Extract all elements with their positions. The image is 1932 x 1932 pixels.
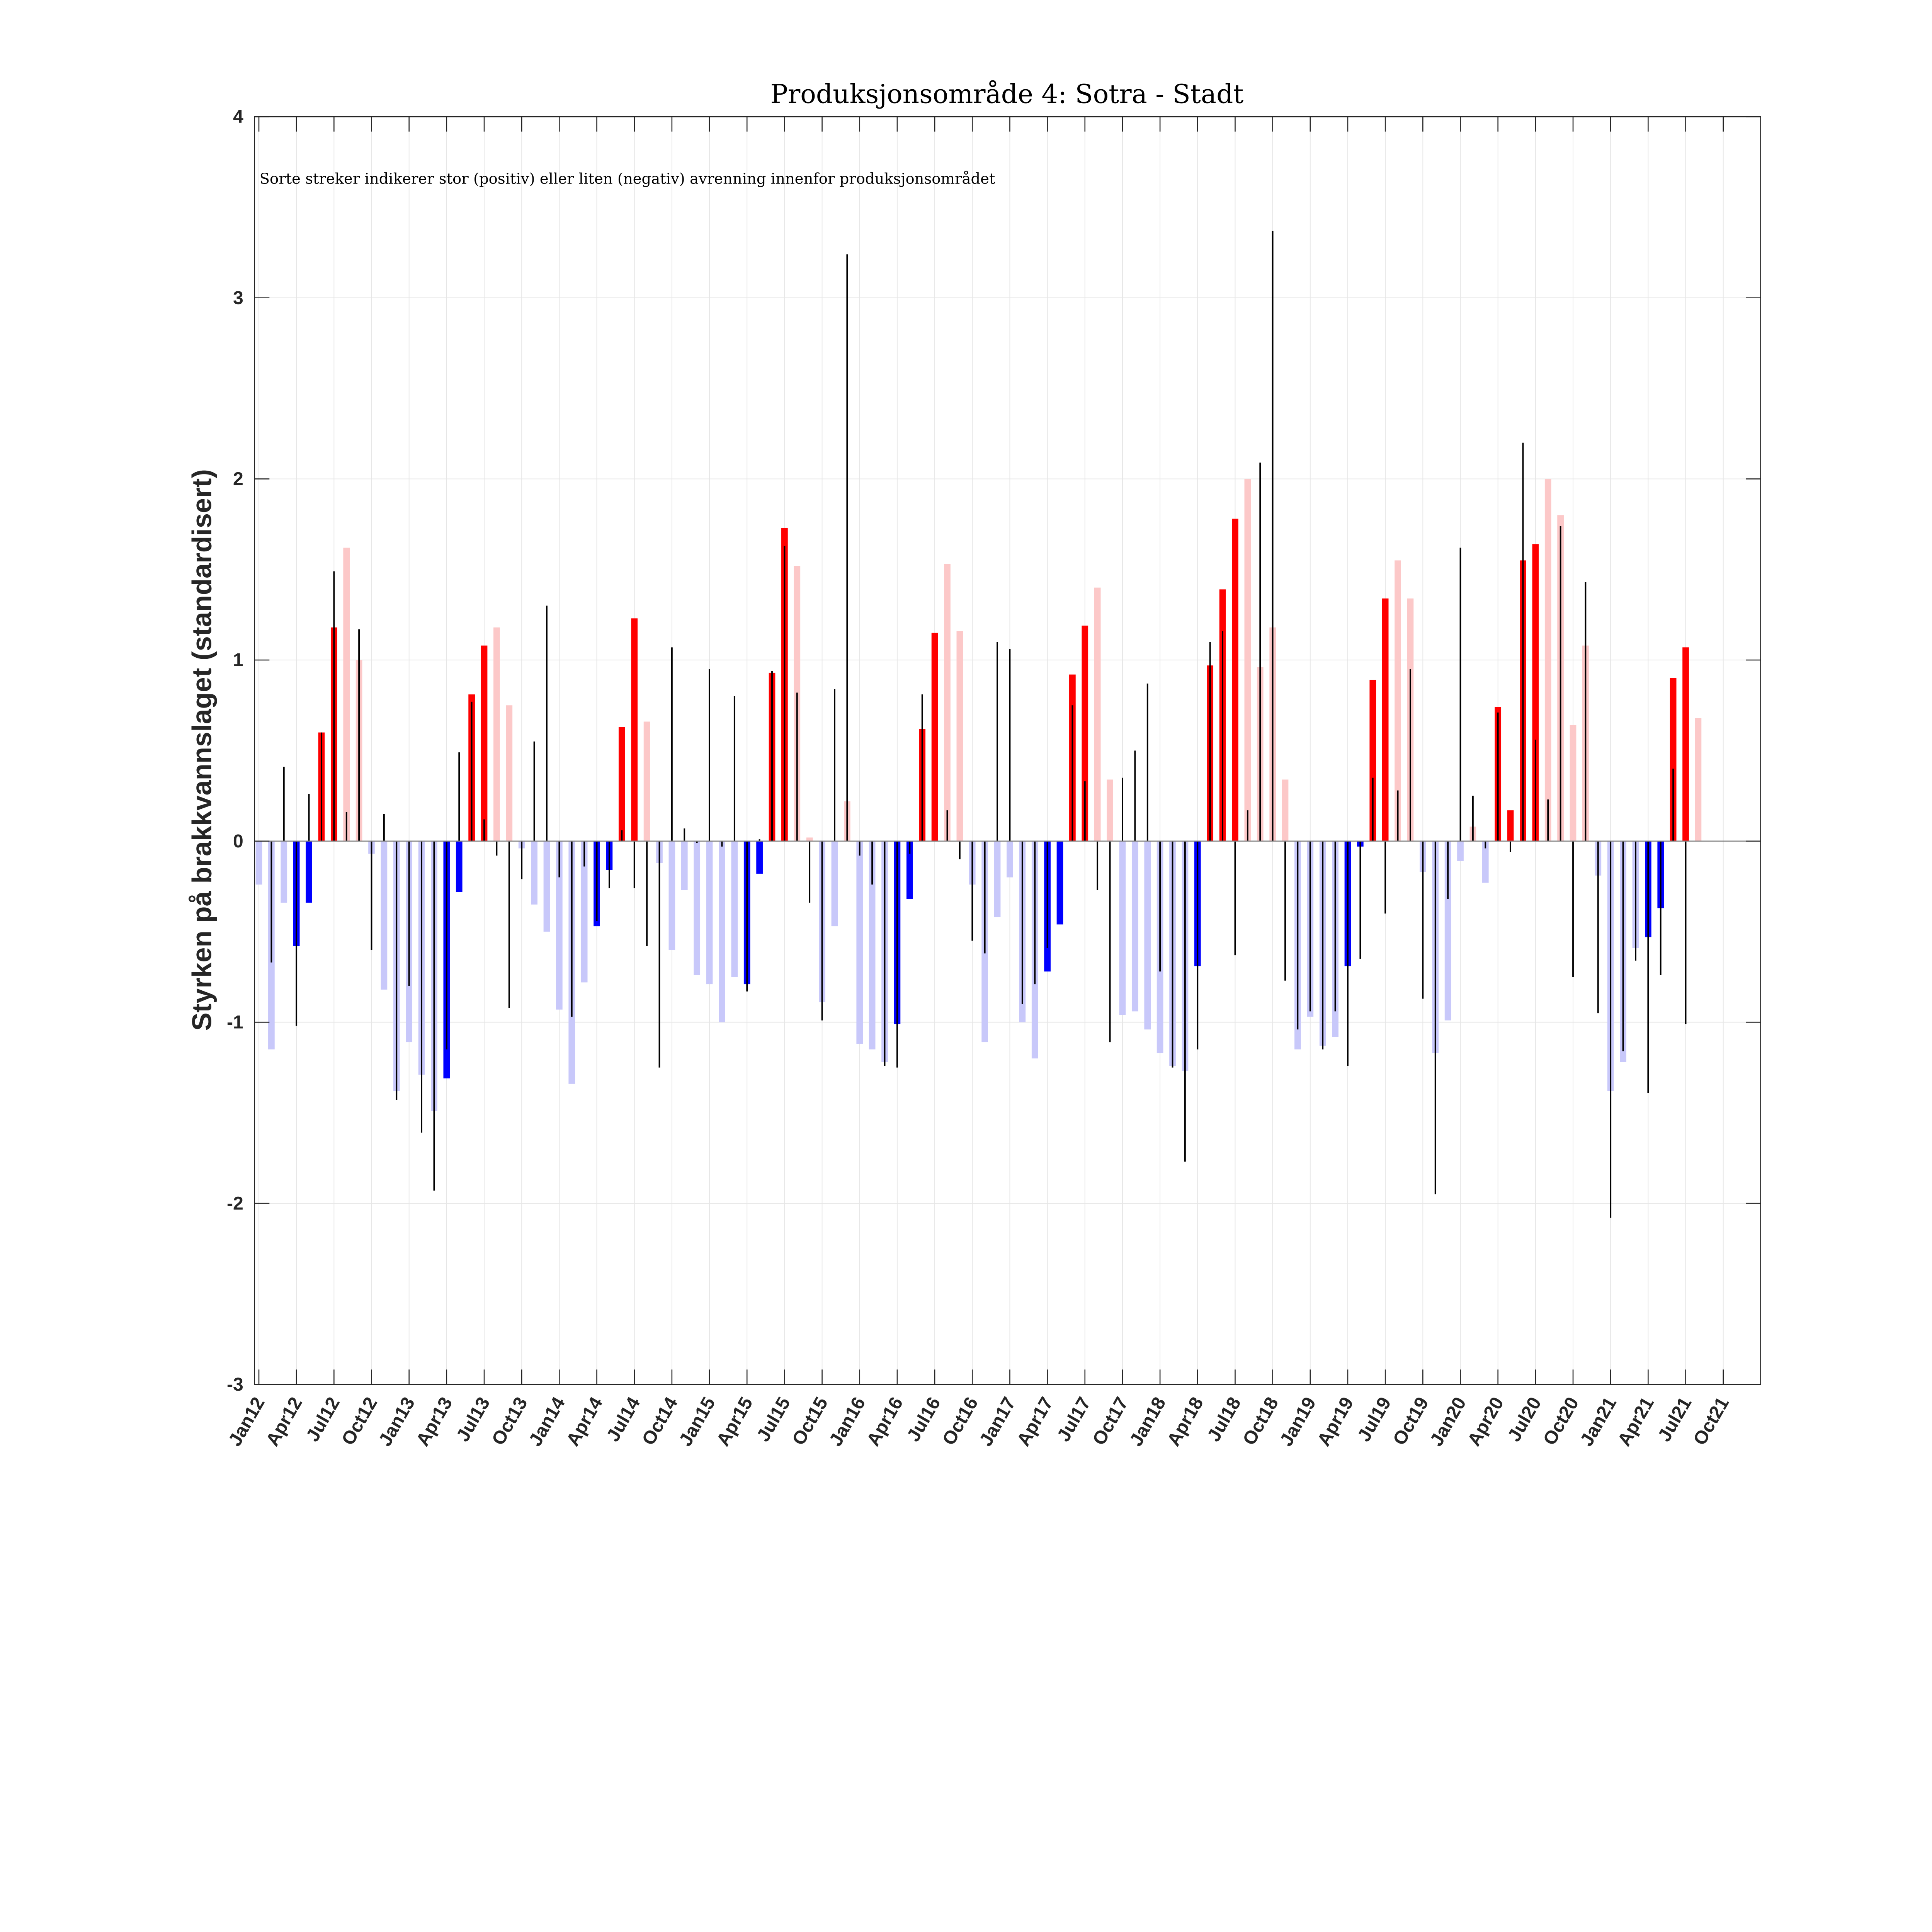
bar bbox=[1007, 841, 1013, 878]
y-tick-label: -2 bbox=[227, 1193, 243, 1214]
y-tick-label: -1 bbox=[227, 1012, 243, 1033]
bar bbox=[1244, 479, 1251, 841]
bar bbox=[1382, 598, 1389, 841]
grid bbox=[254, 116, 1761, 1385]
y-tick-label: 3 bbox=[233, 287, 243, 308]
bar bbox=[756, 841, 763, 874]
bar bbox=[931, 633, 938, 841]
y-tick-label: 0 bbox=[233, 831, 243, 852]
bar bbox=[1107, 779, 1113, 841]
bar bbox=[343, 548, 350, 841]
bar bbox=[531, 841, 537, 905]
bar bbox=[706, 841, 713, 985]
bar bbox=[1682, 647, 1689, 841]
bar bbox=[869, 841, 876, 1049]
bar bbox=[1544, 479, 1551, 841]
bar bbox=[281, 841, 287, 903]
bar bbox=[719, 841, 725, 1022]
figure-background bbox=[0, 0, 1932, 1544]
bar bbox=[831, 841, 838, 927]
bar bbox=[493, 627, 500, 841]
bar bbox=[1507, 810, 1514, 841]
bar bbox=[1369, 680, 1376, 841]
chart-title: Produksjonsområde 4: Sotra - Stadt bbox=[770, 79, 1244, 109]
bar bbox=[1056, 841, 1063, 925]
y-axis-ticks: -3 -2 -1 0 1 2 3 4 bbox=[227, 106, 1761, 1395]
bar bbox=[906, 841, 913, 899]
bar bbox=[681, 841, 688, 890]
bar bbox=[806, 837, 813, 841]
chart: Produksjonsområde 4: Sotra - Stadt -3-2-… bbox=[0, 0, 1932, 1544]
bar bbox=[1131, 841, 1138, 1012]
bar bbox=[1482, 841, 1489, 883]
bar bbox=[1570, 725, 1577, 841]
bar bbox=[1119, 841, 1126, 1015]
bar bbox=[481, 645, 488, 841]
bar bbox=[1144, 841, 1151, 1030]
bar bbox=[556, 841, 563, 1010]
y-tick-label: 1 bbox=[233, 650, 243, 670]
y-axis-label: Styrken på brakkvannslaget (standardiser… bbox=[186, 469, 217, 1031]
bar bbox=[456, 841, 463, 892]
y-tick-label: 4 bbox=[233, 106, 243, 127]
bar bbox=[1695, 718, 1702, 841]
bar bbox=[944, 564, 951, 841]
y-tick-label: 2 bbox=[233, 469, 243, 490]
runoff-lines bbox=[270, 231, 1687, 1218]
bar bbox=[643, 721, 650, 841]
bar bbox=[1094, 587, 1101, 841]
bar bbox=[694, 841, 701, 975]
bar bbox=[1232, 519, 1238, 841]
bar bbox=[255, 841, 262, 885]
bar bbox=[956, 631, 963, 841]
y-tick-label: -3 bbox=[227, 1374, 243, 1395]
bar bbox=[1457, 841, 1464, 861]
bar bbox=[618, 727, 625, 841]
bar bbox=[731, 841, 738, 977]
bar bbox=[306, 841, 312, 903]
bar bbox=[994, 841, 1001, 917]
bar bbox=[1670, 678, 1677, 841]
bar bbox=[581, 841, 588, 983]
bar bbox=[506, 705, 513, 841]
bar bbox=[381, 841, 388, 990]
axes-box bbox=[254, 116, 1761, 1385]
bar bbox=[1444, 841, 1451, 1020]
bar bbox=[668, 841, 675, 950]
bar bbox=[856, 841, 863, 1044]
bar bbox=[631, 618, 638, 841]
bar bbox=[1282, 779, 1289, 841]
chart-annotation: Sorte streker indikerer stor (positiv) e… bbox=[260, 170, 995, 188]
bar bbox=[1082, 626, 1088, 841]
bar bbox=[1395, 560, 1401, 841]
bar bbox=[543, 841, 550, 932]
bar bbox=[1532, 544, 1539, 841]
